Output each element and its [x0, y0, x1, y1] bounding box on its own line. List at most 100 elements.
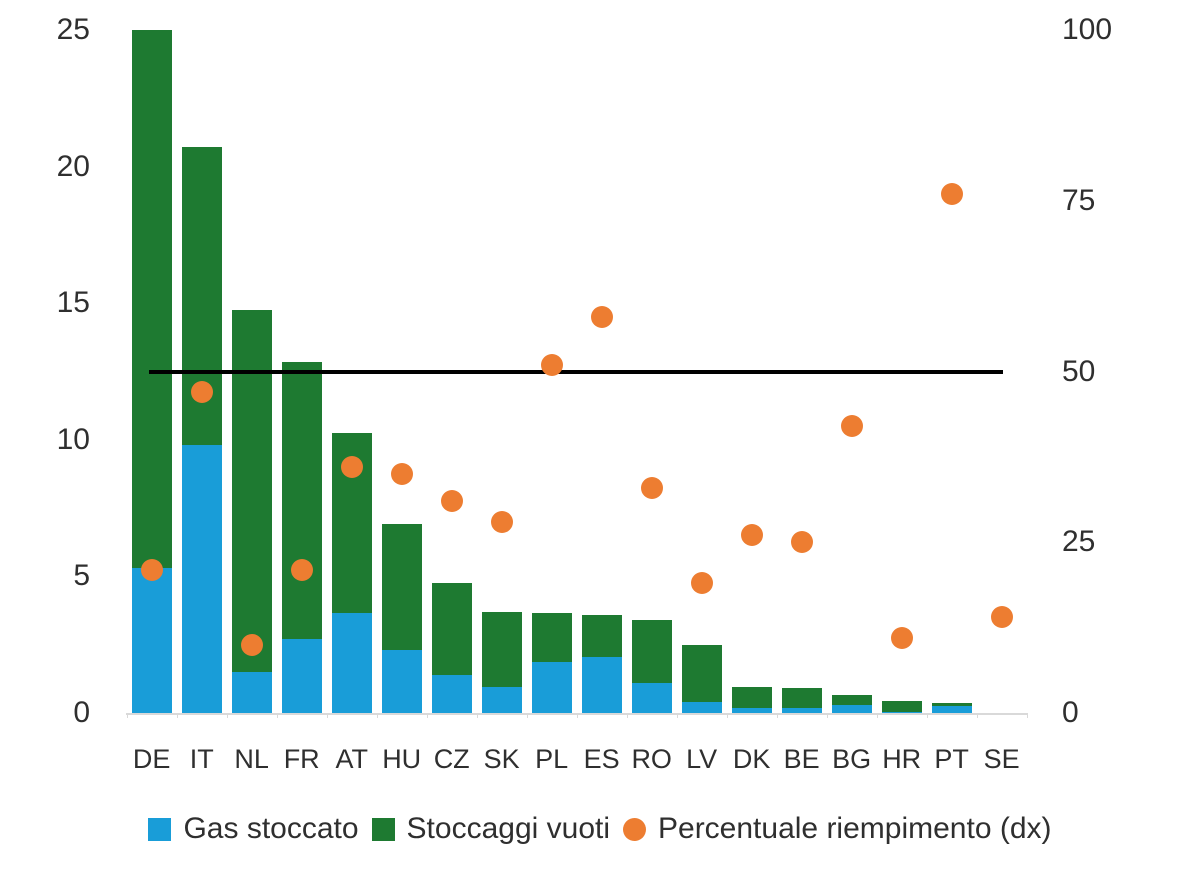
- x-label-PT: PT: [934, 744, 969, 774]
- x-label-SE: SE: [983, 744, 1020, 774]
- x-label-BG: BG: [832, 744, 872, 774]
- x-axis-tick-mark: [276, 713, 278, 718]
- legend-label-gas-stoccato: Gas stoccato: [183, 812, 359, 845]
- x-label-FR: FR: [283, 744, 320, 774]
- x-axis-tick-mark: [626, 713, 628, 718]
- x-label-NL: NL: [234, 744, 269, 774]
- bar-HU-stoccaggi-vuoti: [381, 524, 422, 651]
- x-label-BE: BE: [783, 744, 820, 774]
- bar-PL-gas-stoccato: [531, 662, 572, 713]
- bar-BG-gas-stoccato: [831, 704, 872, 713]
- right-axis-tick-50: 50: [1062, 354, 1096, 388]
- dot-PL-percentuale: [540, 353, 563, 376]
- x-label-LV: LV: [686, 744, 718, 774]
- left-axis-tick-10: 10: [56, 422, 90, 456]
- reference-line-50pct: [149, 369, 1003, 374]
- bar-FR-stoccaggi-vuoti: [281, 361, 322, 640]
- bar-ES-gas-stoccato: [581, 656, 622, 713]
- bar-DK-stoccaggi-vuoti: [731, 687, 772, 708]
- dot-DE-percentuale: [140, 558, 163, 581]
- x-axis-tick-mark: [926, 713, 928, 718]
- right-axis-tick-25: 25: [1062, 525, 1096, 559]
- right-axis-tick-0: 0: [1062, 696, 1079, 729]
- bar-NL-stoccaggi-vuoti: [231, 310, 272, 672]
- left-axis-tick-5: 5: [73, 559, 90, 593]
- x-label-DK: DK: [732, 744, 771, 774]
- x-axis-tick-mark: [976, 713, 978, 718]
- bar-BE-stoccaggi-vuoti: [781, 688, 822, 708]
- x-label-RO: RO: [631, 744, 672, 774]
- bar-PT-stoccaggi-vuoti: [931, 702, 972, 706]
- dot-RO-percentuale: [640, 476, 663, 499]
- x-axis-tick-mark: [576, 713, 578, 718]
- bar-LV-gas-stoccato: [681, 702, 722, 713]
- dot-PT-percentuale: [940, 182, 963, 205]
- x-axis-tick-mark: [1026, 713, 1028, 718]
- x-axis-tick-mark: [326, 713, 328, 718]
- left-axis-tick-20: 20: [56, 149, 90, 183]
- bar-LV-stoccaggi-vuoti: [681, 644, 722, 703]
- legend-item-stoccaggi-vuoti: Stoccaggi vuoti: [371, 812, 610, 846]
- dot-HU-percentuale: [390, 462, 413, 485]
- dot-FR-percentuale: [290, 558, 313, 581]
- legend-item-gas-stoccato: Gas stoccato: [148, 812, 359, 846]
- bar-DK-gas-stoccato: [731, 707, 772, 713]
- bar-DE-gas-stoccato: [131, 568, 172, 713]
- x-axis-tick-mark: [526, 713, 528, 718]
- legend-label-percentuale-riempimento: Percentuale riempimento (dx): [658, 812, 1052, 845]
- x-axis-tick-mark: [226, 713, 228, 718]
- x-axis-tick-mark: [726, 713, 728, 718]
- dot-SE-percentuale: [990, 606, 1013, 629]
- x-label-SK: SK: [483, 744, 520, 774]
- right-axis-tick-75: 75: [1062, 183, 1096, 217]
- dot-BG-percentuale: [840, 415, 863, 438]
- bar-FR-gas-stoccato: [281, 639, 322, 713]
- dot-BE-percentuale: [790, 531, 813, 554]
- x-axis-tick-mark: [426, 713, 428, 718]
- bar-PT-gas-stoccato: [931, 705, 972, 713]
- legend-item-percentuale-riempimento: Percentuale riempimento (dx): [623, 812, 1052, 846]
- dot-SK-percentuale: [490, 510, 513, 533]
- x-axis-tick-mark: [476, 713, 478, 718]
- bar-RO-gas-stoccato: [631, 682, 672, 713]
- dot-ES-percentuale: [590, 305, 613, 328]
- bar-CZ-gas-stoccato: [431, 674, 472, 713]
- left-axis-tick-0: 0: [73, 696, 90, 729]
- green-square-swatch: [371, 817, 395, 841]
- x-axis-tick-mark: [676, 713, 678, 718]
- x-label-IT: IT: [189, 744, 214, 774]
- bar-NL-gas-stoccato: [231, 672, 272, 713]
- dot-NL-percentuale: [240, 633, 263, 656]
- x-axis-tick-mark: [826, 713, 828, 718]
- x-label-HR: HR: [882, 744, 922, 774]
- x-axis-tick-mark: [776, 713, 778, 718]
- bar-HR-stoccaggi-vuoti: [881, 700, 922, 712]
- bar-HU-gas-stoccato: [381, 650, 422, 713]
- bar-HR-gas-stoccato: [881, 711, 922, 713]
- x-label-AT: AT: [335, 744, 368, 774]
- x-axis-tick-mark: [176, 713, 178, 718]
- x-label-PL: PL: [535, 744, 569, 774]
- bar-DE-stoccaggi-vuoti: [131, 30, 172, 569]
- blue-square-swatch: [148, 817, 172, 841]
- dot-CZ-percentuale: [440, 490, 463, 513]
- dot-DK-percentuale: [740, 524, 763, 547]
- chart-legend: Gas stoccato Stoccaggi vuoti Percentuale…: [0, 812, 1200, 846]
- orange-dot-swatch: [623, 817, 646, 841]
- bar-SK-stoccaggi-vuoti: [481, 611, 522, 688]
- bar-CZ-stoccaggi-vuoti: [431, 583, 472, 675]
- bar-BE-gas-stoccato: [781, 707, 822, 713]
- left-axis-tick-15: 15: [56, 286, 90, 320]
- right-axis-tick-100: 100: [1062, 13, 1113, 46]
- left-axis-tick-25: 25: [56, 13, 90, 46]
- dot-IT-percentuale: [190, 380, 213, 403]
- dot-AT-percentuale: [340, 456, 363, 479]
- legend-label-stoccaggi-vuoti: Stoccaggi vuoti: [406, 812, 610, 845]
- bar-AT-gas-stoccato: [331, 613, 372, 713]
- x-axis-tick-mark: [126, 713, 128, 718]
- x-label-ES: ES: [583, 744, 620, 774]
- x-label-HU: HU: [382, 744, 422, 774]
- bar-BG-stoccaggi-vuoti: [831, 695, 872, 705]
- x-axis-tick-mark: [376, 713, 378, 718]
